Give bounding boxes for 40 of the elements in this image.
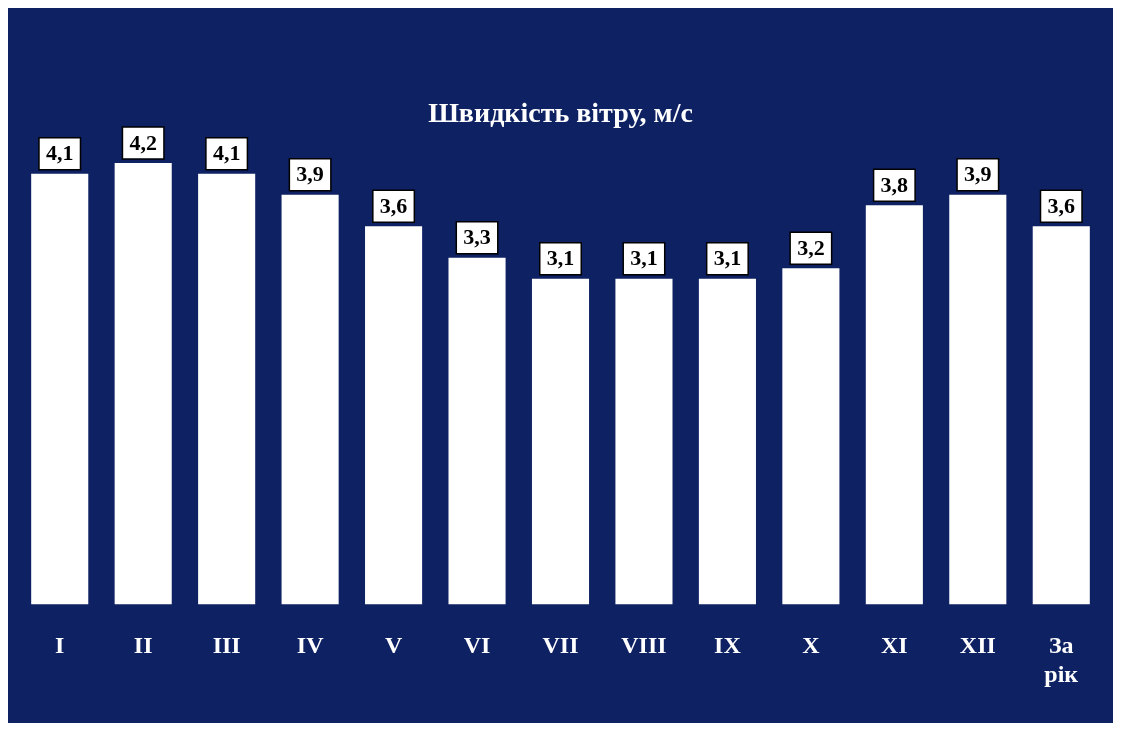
bar	[114, 163, 172, 605]
bar	[365, 226, 423, 605]
chart-title: Швидкість вітру, м/с	[428, 97, 693, 129]
x-tick-label: X	[802, 632, 821, 658]
bar	[198, 173, 256, 605]
data-label: 4,2	[129, 129, 157, 155]
data-label: 3,9	[296, 161, 324, 187]
data-label: 3,2	[797, 234, 825, 260]
data-label: 3,9	[964, 161, 992, 187]
data-label: 3,3	[463, 224, 491, 250]
data-label: 3,1	[713, 245, 742, 271]
data-label: 3,8	[880, 171, 909, 197]
data-label: 3,1	[630, 245, 658, 271]
data-label: 4,1	[212, 140, 241, 166]
x-tick-label: VIII	[621, 632, 667, 658]
bar	[949, 194, 1007, 605]
x-tick-label: VI	[463, 632, 491, 658]
x-tick-label: V	[384, 632, 403, 658]
bar	[865, 205, 923, 605]
data-label: 3,6	[379, 192, 408, 218]
bar	[281, 194, 339, 605]
bar	[448, 257, 506, 605]
bar	[1032, 226, 1090, 605]
bar	[615, 278, 673, 605]
data-label: 3,6	[1047, 192, 1076, 218]
x-tick-label: VII	[542, 632, 579, 658]
x-tick-label: III	[212, 632, 241, 658]
bar	[531, 278, 590, 605]
data-label: 3,1	[546, 245, 575, 271]
bar	[698, 278, 756, 605]
data-label: 4,1	[45, 140, 74, 166]
bar	[782, 268, 840, 605]
x-tick-label: XII	[959, 632, 996, 658]
x-tick-label: II	[133, 632, 153, 658]
x-tick-label: XI	[881, 632, 908, 658]
x-tick-label: IX	[714, 632, 742, 658]
x-tick-label: IV	[296, 632, 325, 658]
bar	[31, 173, 89, 605]
x-tick-label: I	[55, 632, 65, 658]
x-tick-label: За рік	[1044, 632, 1079, 687]
